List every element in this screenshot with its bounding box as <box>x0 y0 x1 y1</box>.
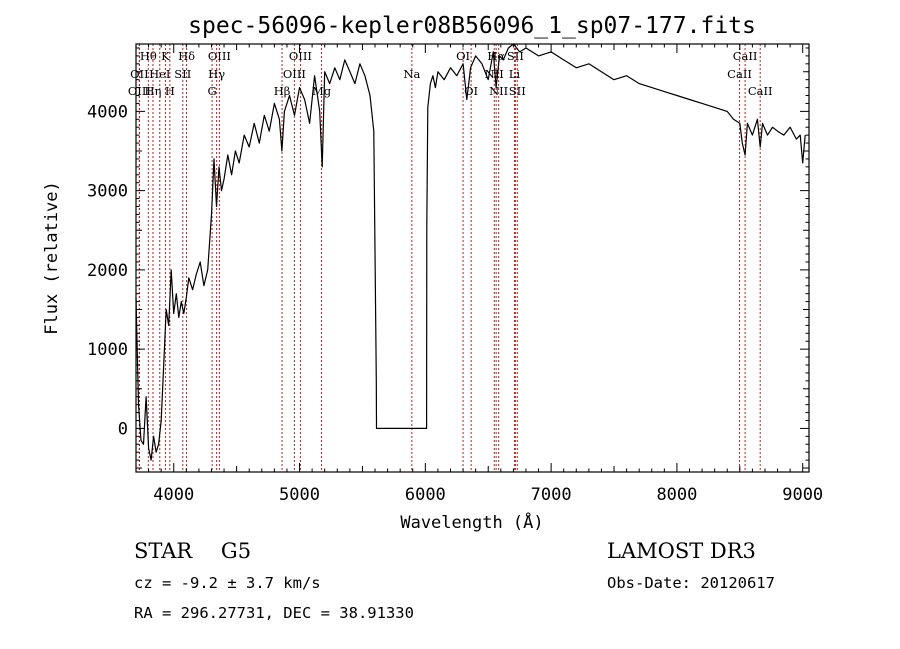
line-label: H <box>165 84 175 98</box>
sky-coordinates: RA = 296.27731, DEC = 38.91330 <box>134 604 414 622</box>
plot-frame <box>135 43 810 473</box>
y-tick-label: 1000 <box>87 340 128 360</box>
line-label: K <box>161 49 170 63</box>
line-label: Hθ <box>140 49 157 63</box>
x-axis-label: Wavelength (Å) <box>400 511 543 533</box>
x-tick-label: 4000 <box>153 485 194 505</box>
line-label: OI <box>456 49 470 63</box>
x-tick-label: 9000 <box>782 485 823 505</box>
line-label: SII <box>507 49 524 63</box>
line-label: Hγ <box>208 67 225 81</box>
line-label: Hδ <box>178 49 195 63</box>
chart-title: spec-56096-kepler08B56096_1_sp07-177.fit… <box>188 13 756 39</box>
line-label: OIII <box>128 84 151 98</box>
line-label: SII <box>174 67 191 81</box>
line-label: Mg <box>312 84 332 98</box>
x-axis-ticks: 4000 5000 6000 7000 8000 9000 <box>135 44 823 505</box>
object-class-text: STAR <box>134 539 193 563</box>
x-tick-label: 7000 <box>531 485 572 505</box>
y-tick-label: 0 <box>118 419 128 439</box>
line-label: Na <box>403 67 420 81</box>
line-label: Hη <box>145 84 162 98</box>
emission-line-labels: Hθ OII OIII K HeI Hη Hδ SII H OIII Hγ G OIII OIII Hβ Mg… <box>128 49 773 98</box>
line-label: CaII <box>727 67 752 81</box>
y-tick-label: 4000 <box>87 102 128 122</box>
line-label: OIII <box>283 67 306 81</box>
spectrum-series-line <box>135 43 806 461</box>
x-tick-label: 8000 <box>656 485 697 505</box>
x-tick-label: 5000 <box>279 485 320 505</box>
line-label: OIII <box>289 49 312 63</box>
line-label: CaII <box>733 49 758 63</box>
line-label: HeI <box>149 67 170 81</box>
y-axis-label: Flux (relative) <box>42 181 62 335</box>
object-class: STAR G5 <box>134 539 251 563</box>
y-tick-label: 2000 <box>87 261 128 281</box>
line-label: Hβ <box>274 84 291 98</box>
line-label: G <box>208 84 217 98</box>
line-label: Hα <box>487 49 505 63</box>
emission-line-markers <box>138 44 761 472</box>
object-subclass-text: G5 <box>220 539 252 563</box>
line-label: NII <box>489 84 508 98</box>
survey-name: LAMOST DR3 <box>607 539 756 563</box>
line-label: CaII <box>748 84 773 98</box>
x-tick-label: 6000 <box>405 485 446 505</box>
y-axis-ticks: 0 1000 2000 3000 4000 <box>87 47 809 469</box>
redshift-velocity: cz = -9.2 ± 3.7 km/s <box>134 574 321 592</box>
line-label: OIII <box>208 49 231 63</box>
observation-date: Obs-Date: 20120617 <box>607 574 775 592</box>
line-label: Li <box>509 67 521 81</box>
y-tick-label: 3000 <box>87 182 128 202</box>
line-label: SII <box>509 84 526 98</box>
line-label: OII <box>130 67 149 81</box>
